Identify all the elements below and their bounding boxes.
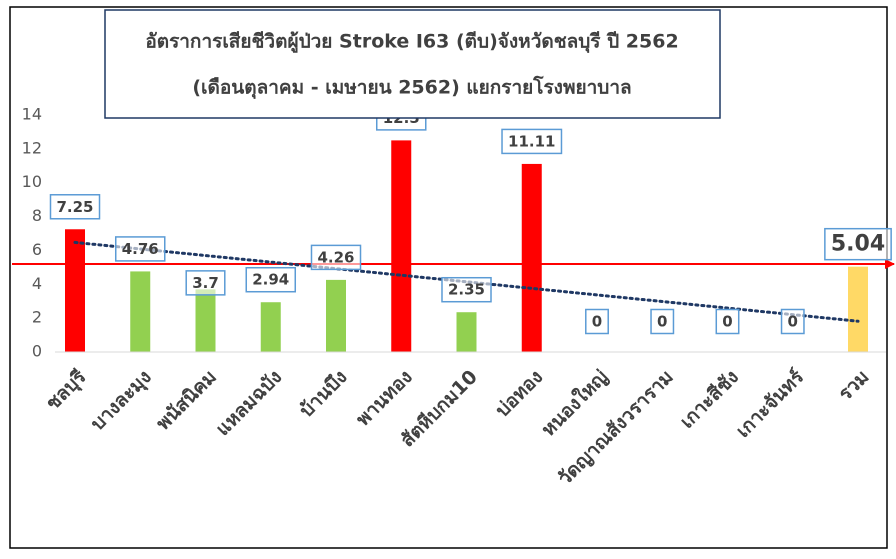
x-tick-label: ชลบุรี (42, 365, 92, 415)
data-label-box (441, 276, 492, 303)
frame (9, 6, 888, 549)
bar (130, 271, 151, 352)
data-label-box (114, 236, 166, 262)
data-label-box (49, 194, 101, 220)
x-tick-label: แหลมฉบัง (212, 366, 286, 440)
data-label-box (780, 308, 805, 335)
y-tick-label: 0 (32, 342, 42, 361)
x-tick-label: พนัสนิคม (152, 366, 221, 435)
x-tick-label: เกาะสีชัง (676, 366, 743, 433)
data-label: 7.25 (56, 198, 93, 216)
data-label-box (501, 128, 563, 155)
y-tick-label: 8 (32, 206, 42, 225)
bar (65, 229, 85, 352)
bar (195, 289, 216, 352)
bar (848, 266, 868, 352)
x-tick-label: พานทอง (352, 366, 417, 431)
bar (391, 140, 412, 352)
chart-subtitle: (เดือนตุลาคม - เมษายน 2562) แยกรายโรงพยา… (192, 76, 631, 100)
data-label: 2.94 (252, 271, 289, 289)
y-tick-label: 14 (22, 105, 42, 124)
data-label: 3.7 (192, 274, 219, 292)
data-label: 5.04 (831, 232, 885, 257)
data-label: 4.26 (317, 248, 354, 266)
bar (326, 279, 346, 352)
data-label: 11.11 (508, 132, 555, 150)
data-label: 0 (592, 313, 602, 331)
data-label-box (185, 270, 226, 296)
y-tick-label: 4 (32, 274, 42, 293)
y-tick-label: 10 (22, 172, 42, 191)
x-tick-label: บางละมุง (87, 366, 157, 436)
y-tick-label: 2 (32, 308, 42, 327)
chart-title: อัตราการเสียชีวิตผู้ป่วย Stroke I63 (ตีบ… (145, 31, 678, 54)
data-label-box (650, 308, 675, 335)
data-label-box (310, 244, 362, 271)
y-tick-label: 6 (32, 240, 42, 259)
data-label: 0 (788, 313, 798, 331)
bar (456, 312, 477, 352)
bar (260, 302, 281, 352)
y-tick-label: 12 (22, 138, 42, 157)
x-tick-label: วัดญาณสังวราราม (554, 366, 678, 490)
data-label-box (715, 308, 740, 335)
data-label: 0 (722, 313, 732, 331)
x-tick-label: บ้านบึง (296, 366, 352, 422)
data-label: 4.76 (122, 240, 159, 258)
data-label: 0 (657, 313, 667, 331)
x-tick-label: รวม (834, 366, 873, 405)
x-tick-label: เกาะจันทร์ (732, 365, 809, 442)
data-label-box (245, 266, 297, 293)
data-label-box (824, 227, 892, 261)
data-label: 2.35 (448, 281, 485, 299)
bar (521, 163, 542, 352)
data-label-box (585, 308, 609, 335)
title-box (104, 9, 721, 119)
x-tick-label: บ่อทอง (492, 366, 548, 422)
